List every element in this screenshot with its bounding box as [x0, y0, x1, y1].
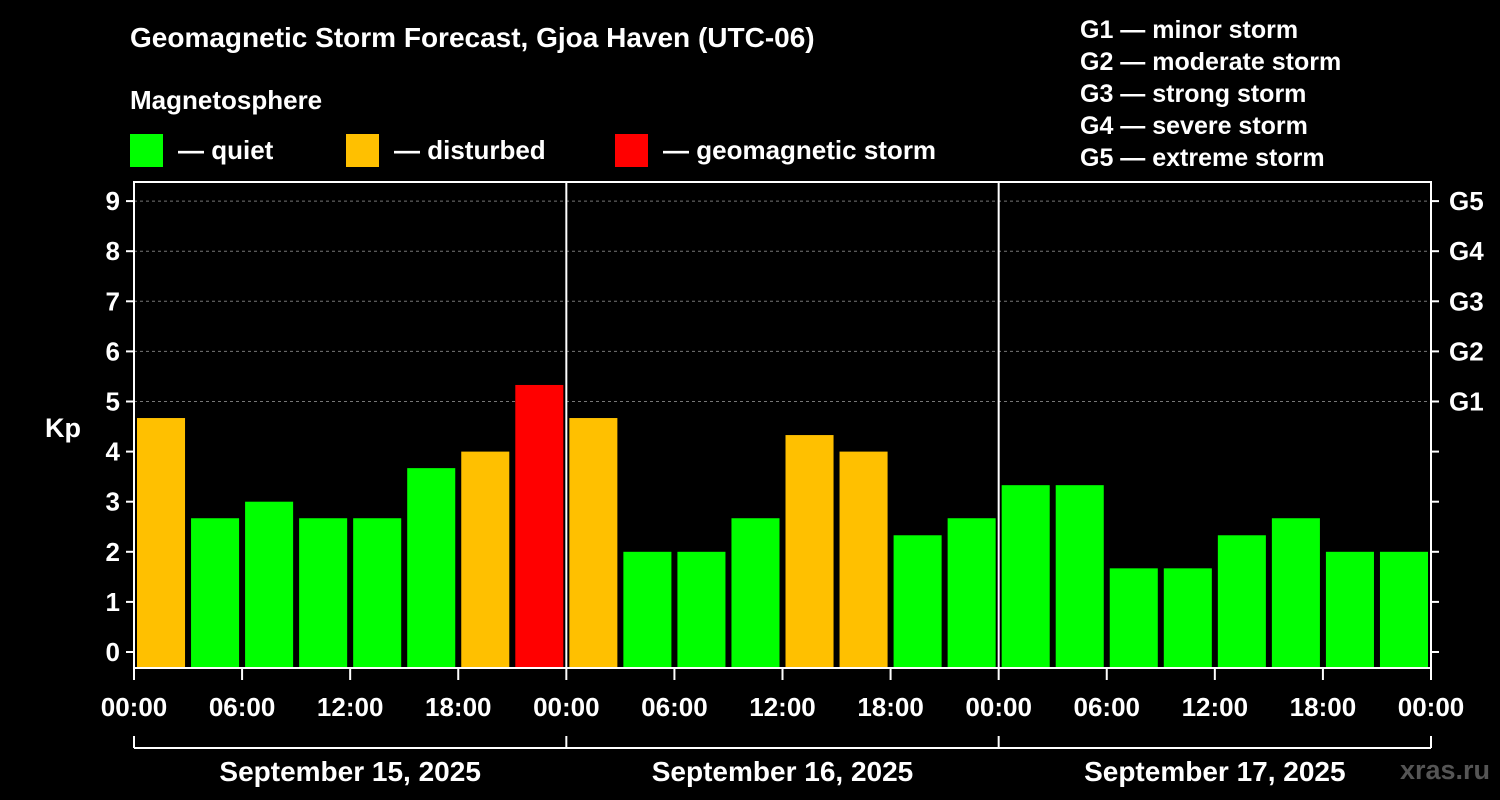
legend-item-disturbed: — disturbed: [346, 134, 546, 167]
watermark: xras.ru: [1399, 755, 1490, 785]
kp-bar: [677, 551, 726, 668]
y-tick-label: 9: [106, 186, 120, 216]
x-tick-label: 06:00: [641, 692, 708, 722]
x-tick-label: 12:00: [317, 692, 384, 722]
x-tick-label: 06:00: [209, 692, 276, 722]
kp-bar: [515, 384, 564, 668]
kp-bar: [731, 518, 780, 668]
g-scale-label: G4: [1449, 236, 1484, 266]
y-tick-label: 5: [106, 387, 120, 417]
kp-bar: [299, 518, 348, 668]
x-tick-label: 12:00: [1182, 692, 1249, 722]
g-scale-label: G5: [1449, 186, 1484, 216]
y-tick-label: 1: [106, 587, 120, 617]
x-tick-label: 18:00: [1290, 692, 1357, 722]
x-tick-label: 18:00: [425, 692, 492, 722]
y-tick-label: 3: [106, 487, 120, 517]
kp-bar: [1325, 551, 1374, 668]
legend-item-quiet: — quiet: [130, 134, 273, 167]
legend-swatch-storm: [615, 134, 648, 167]
storm-scale-legend: G1 — minor storm G2 — moderate storm G3 …: [1080, 14, 1341, 174]
kp-bar: [623, 551, 672, 668]
kp-bar: [839, 451, 888, 668]
y-tick-label: 0: [106, 637, 120, 667]
g-scale-label: G1: [1449, 387, 1484, 417]
storm-scale-g1: G1 — minor storm: [1080, 16, 1299, 44]
kp-bar: [1001, 485, 1050, 668]
legend-swatch-quiet: [130, 134, 163, 167]
kp-bar: [1271, 518, 1320, 668]
x-tick-label: 12:00: [749, 692, 816, 722]
legend-label-disturbed: — disturbed: [394, 135, 546, 165]
legend-label-storm: — geomagnetic storm: [663, 135, 937, 165]
day-label: September 16, 2025: [652, 756, 914, 787]
y-tick-label: 8: [106, 236, 120, 266]
kp-bar: [191, 518, 240, 668]
storm-scale-g3: G3 — strong storm: [1080, 80, 1307, 108]
kp-bar: [1379, 551, 1428, 668]
legend-label-quiet: — quiet: [178, 135, 274, 165]
x-tick-label: 00:00: [101, 692, 168, 722]
kp-bar: [893, 535, 942, 668]
kp-bar: [137, 418, 186, 668]
x-tick-label: 00:00: [533, 692, 600, 722]
y-tick-label: 7: [106, 286, 120, 316]
storm-scale-g2: G2 — moderate storm: [1080, 48, 1342, 76]
kp-bar: [1055, 485, 1104, 668]
y-tick-label: 2: [106, 537, 120, 567]
kp-bar: [353, 518, 402, 668]
x-tick-label: 00:00: [965, 692, 1032, 722]
x-tick-label: 06:00: [1074, 692, 1141, 722]
y-tick-label: 4: [106, 437, 121, 467]
day-label: September 17, 2025: [1084, 756, 1346, 787]
kp-bar: [1163, 568, 1212, 668]
g-scale-label: G3: [1449, 286, 1484, 316]
x-tick-label: 18:00: [857, 692, 924, 722]
kp-bar: [1109, 568, 1158, 668]
legend-heading: Magnetosphere: [130, 85, 323, 115]
kp-bar: [245, 501, 294, 668]
kp-bar: [569, 418, 618, 668]
y-tick-label: 6: [106, 336, 120, 366]
kp-bar: [407, 468, 456, 668]
y-axis-label: Kp: [45, 413, 81, 443]
x-tick-label: 00:00: [1398, 692, 1465, 722]
kp-bar: [461, 451, 510, 668]
chart-title: Geomagnetic Storm Forecast, Gjoa Haven (…: [130, 22, 815, 53]
kp-bar: [785, 435, 834, 668]
legend-item-storm: — geomagnetic storm: [615, 134, 936, 167]
storm-scale-g4: G4 — severe storm: [1080, 112, 1308, 140]
legend-swatch-disturbed: [346, 134, 379, 167]
day-label: September 15, 2025: [219, 756, 481, 787]
kp-bar: [947, 518, 996, 668]
kp-bar: [1217, 535, 1266, 668]
g-scale-label: G2: [1449, 336, 1484, 366]
storm-scale-g5: G5 — extreme storm: [1080, 144, 1325, 172]
